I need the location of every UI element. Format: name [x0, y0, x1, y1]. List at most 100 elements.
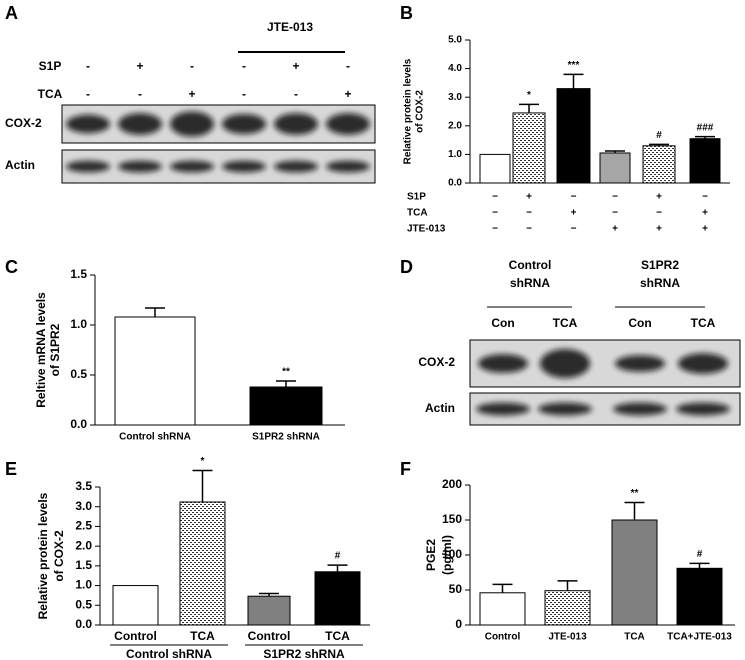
condition-sign: −: [492, 192, 498, 203]
x-tick-label: Control shRNA: [119, 432, 191, 443]
blot-label: Actin: [425, 401, 455, 415]
y-axis-label: (pg/ml): [440, 535, 454, 575]
blot-label: Actin: [5, 158, 35, 172]
sign: -: [242, 87, 246, 101]
blot-frame: [61, 104, 376, 144]
group-label: shRNA: [510, 276, 550, 290]
condition-label: TCA: [407, 208, 428, 219]
sign: -: [86, 59, 90, 73]
bar: [556, 88, 591, 184]
group-label: S1PR2 shRNA: [263, 647, 345, 660]
annotation: *: [527, 90, 531, 101]
blot-band: [118, 160, 162, 173]
condition-sign: −: [526, 224, 532, 235]
sign: -: [190, 59, 194, 73]
y-tick-label: 200: [442, 477, 462, 491]
y-tick-label: 0.0: [448, 178, 462, 189]
error-bar: [192, 469, 213, 502]
panel-label: D: [400, 257, 413, 277]
sign: +: [136, 59, 143, 73]
row-label: S1P: [39, 59, 62, 73]
x-tick-label: TCA: [325, 629, 350, 643]
y-tick-label: 1.0: [448, 149, 462, 160]
y-tick-label: 2.5: [75, 519, 92, 533]
treatment-label: JTE-013: [267, 20, 313, 34]
panel-label: C: [5, 257, 18, 277]
bar: [544, 590, 591, 626]
panel-label: A: [5, 3, 18, 23]
blot-band: [615, 355, 665, 372]
bar: [689, 138, 721, 184]
y-tick-label: 4.0: [448, 63, 462, 74]
y-tick-label: 0: [455, 617, 462, 631]
blot-band: [66, 160, 110, 173]
blot-band: [678, 353, 728, 374]
y-tick-label: 0.0: [70, 417, 87, 431]
blot-band: [478, 354, 528, 373]
bar: [112, 585, 159, 626]
condition-sign: +: [656, 192, 662, 203]
sign: -: [242, 59, 246, 73]
blot-label: COX-2: [418, 355, 455, 369]
condition-sign: −: [492, 208, 498, 219]
group-label: Control: [509, 258, 552, 272]
blot-band: [476, 402, 530, 416]
condition-sign: +: [656, 224, 662, 235]
annotation: *: [201, 456, 205, 467]
error-bar: [519, 103, 539, 113]
y-tick-label: 3.0: [75, 499, 92, 513]
blot-band: [222, 113, 266, 135]
panel-label: E: [5, 459, 17, 479]
condition-sign: −: [612, 192, 618, 203]
panel-label: F: [400, 459, 411, 479]
condition-label: S1P: [407, 192, 426, 203]
blot-band: [326, 113, 370, 135]
blot-band: [222, 160, 266, 173]
condition-sign: −: [526, 208, 532, 219]
x-tick-label: Control: [248, 629, 291, 643]
error-bar: [259, 592, 279, 597]
annotation: **: [282, 367, 290, 378]
sign: -: [294, 87, 298, 101]
condition-sign: +: [702, 208, 708, 219]
condition-sign: −: [612, 208, 618, 219]
y-tick-label: 2.0: [75, 538, 92, 552]
x-tick-label: S1PR2 shRNA: [252, 432, 320, 443]
error-bar: [145, 307, 165, 317]
sign: -: [346, 59, 350, 73]
x-tick-label: TCA+JTE-013: [667, 632, 732, 643]
sign: +: [292, 59, 299, 73]
condition-sign: +: [526, 192, 532, 203]
bar: [314, 571, 361, 626]
lane-label: Con: [628, 316, 651, 330]
lane-label: Con: [491, 316, 514, 330]
x-tick-label: TCA: [624, 632, 645, 643]
error-bar: [624, 501, 645, 520]
group-label: Control shRNA: [126, 647, 212, 660]
y-tick-label: 3.0: [448, 92, 462, 103]
error-bar: [557, 580, 578, 591]
condition-sign: +: [612, 224, 618, 235]
row-label: TCA: [38, 87, 63, 101]
y-tick-label: 1.5: [70, 267, 87, 281]
annotation: ###: [697, 122, 714, 133]
blot-band: [274, 160, 318, 173]
blot-band: [66, 114, 110, 134]
error-bar: [695, 135, 715, 139]
bar: [599, 152, 631, 184]
bar: [676, 567, 723, 626]
condition-sign: −: [656, 208, 662, 219]
sign: +: [188, 87, 195, 101]
bar: [247, 595, 291, 626]
error-bar: [563, 73, 584, 89]
x-tick-label: Control: [485, 632, 521, 643]
blot-band: [538, 402, 592, 416]
annotation: ***: [568, 60, 580, 71]
y-tick-label: 0.5: [75, 597, 92, 611]
blot-band: [274, 113, 318, 135]
panel-label: B: [400, 3, 413, 23]
blot-frame: [61, 149, 376, 184]
sign: +: [344, 87, 351, 101]
blot-band: [170, 111, 214, 137]
